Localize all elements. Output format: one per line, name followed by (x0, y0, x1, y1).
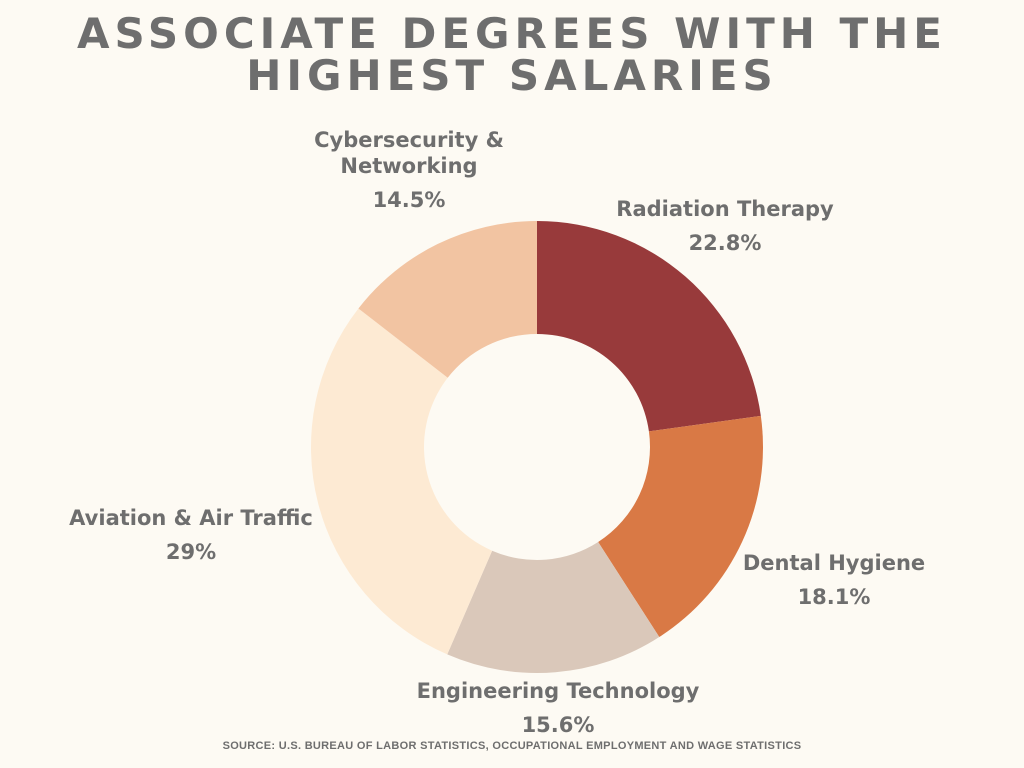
donut-slice-1 (598, 415, 764, 638)
slice-category-label-0-0: Radiation Therapy (616, 197, 834, 221)
slice-value-label-0: 22.8% (689, 231, 762, 255)
donut-slice-2 (447, 542, 660, 674)
slice-category-label-2-0: Engineering Technology (417, 679, 700, 703)
chart-title-line-1: ASSOCIATE DEGREES WITH THE (77, 9, 947, 58)
slice-value-label-3: 29% (166, 540, 216, 564)
donut-slice-0 (537, 221, 761, 432)
slice-value-label-1: 18.1% (798, 585, 871, 609)
donut-slice-3 (311, 308, 493, 655)
donut-slice-4 (358, 221, 537, 378)
slice-category-label-4-1: Networking (340, 154, 477, 178)
slice-category-label-4-0: Cybersecurity & (314, 128, 504, 152)
chart-title-line-2: HIGHEST SALARIES (246, 51, 778, 100)
slice-category-label-1-0: Dental Hygiene (743, 551, 925, 575)
slice-category-label-3-0: Aviation & Air Traffic (69, 506, 313, 530)
slice-value-label-4: 14.5% (373, 188, 446, 212)
source-note: SOURCE: U.S. BUREAU OF LABOR STATISTICS,… (222, 740, 802, 752)
slice-value-label-2: 15.6% (522, 713, 595, 737)
